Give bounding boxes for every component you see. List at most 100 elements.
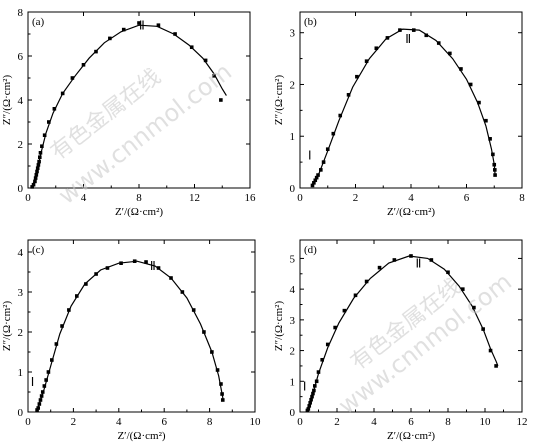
data-point [459, 67, 463, 71]
data-point [35, 408, 39, 412]
data-point [461, 287, 465, 291]
y-tick-label: 1 [290, 376, 296, 388]
data-point [46, 370, 51, 374]
fit-curve [306, 255, 499, 411]
y-tick-label: 2 [18, 139, 24, 151]
data-point [494, 364, 498, 368]
y-tick-label: 3 [18, 287, 24, 299]
x-tick-label: 0 [297, 192, 303, 204]
y-tick-label: 0 [18, 183, 24, 195]
data-point [321, 160, 326, 164]
panel-c: 0 2 4 6 8 10 0 1 2 3 4 Z′/(Ω·cm²) Z″/(Ω·cm²) (c) Ⅰ Ⅱ [1, 239, 261, 442]
data-point [35, 169, 39, 174]
y-tick-label: 8 [18, 7, 24, 19]
data-point [385, 36, 390, 40]
fit-curve [36, 260, 224, 411]
region-label: Ⅱ [139, 19, 145, 33]
x-tick-label: 4 [81, 192, 87, 204]
data-point [314, 175, 319, 180]
data-point [307, 404, 312, 408]
data-point [60, 324, 64, 328]
data-point [364, 59, 369, 63]
x-axis-label: Z′/(Ω·cm²) [115, 206, 163, 218]
data-point [94, 49, 98, 54]
data-point [105, 266, 110, 270]
data-point [446, 270, 450, 275]
x-tick-label: 2 [71, 416, 77, 428]
y-axis-label: Z″/(Ω·cm²) [273, 75, 285, 126]
y-tick-label: 2 [18, 327, 24, 339]
data-point [50, 358, 54, 362]
x-tick-label: 8 [136, 192, 142, 204]
data-point [121, 27, 126, 32]
panel-b: 0 2 4 6 8 0 1 2 3 Z′/(Ω·cm²) Z″/(Ω·cm²) (b) Ⅰ Ⅱ [273, 11, 525, 218]
data-point [220, 398, 225, 402]
data-point [492, 162, 497, 167]
panel-a: 0 4 8 12 16 0 2 4 6 8 Z′/(Ω·cm²) Z″/(Ω·cm²) (a) Ⅱ [1, 7, 256, 218]
y-tick-label: 4 [290, 284, 296, 296]
data-point [191, 308, 196, 312]
panel-label: (d) [304, 244, 317, 256]
data-point [374, 46, 379, 51]
data-point [468, 82, 473, 87]
data-point [35, 166, 40, 170]
data-point [173, 32, 177, 36]
region-label: Ⅰ [308, 149, 312, 163]
y-tick-label: 5 [290, 253, 296, 265]
y-tick-label: 6 [18, 51, 24, 63]
data-point [424, 33, 429, 38]
data-point [67, 308, 71, 312]
data-point [308, 400, 312, 405]
data-point [37, 159, 41, 164]
data-point [484, 118, 488, 123]
y-tick-label: 2 [290, 79, 296, 91]
data-point [47, 120, 51, 124]
data-point [156, 23, 161, 27]
x-tick-label: 4 [371, 416, 377, 428]
data-point [33, 176, 38, 180]
panel-label: (c) [32, 244, 45, 256]
x-tick-label: 12 [517, 416, 528, 428]
data-point [325, 147, 330, 151]
data-point [488, 348, 493, 353]
data-point [377, 265, 382, 270]
data-point [313, 178, 318, 183]
fit-curve [311, 28, 496, 186]
x-tick-label: 8 [445, 416, 451, 428]
data-point [491, 152, 495, 157]
panel-label: (b) [304, 16, 317, 28]
x-tick-label: 12 [189, 192, 200, 204]
data-point [108, 36, 112, 41]
data-point [314, 379, 319, 384]
data-point [42, 384, 47, 388]
data-point [156, 266, 161, 270]
data-point [39, 394, 44, 398]
y-axis-label: Z″/(Ω·cm²) [1, 301, 13, 352]
data-point [44, 378, 48, 382]
data-point [31, 182, 36, 187]
region-label: Ⅰ [303, 380, 307, 394]
data-point [36, 406, 41, 410]
y-tick-label: 0 [290, 183, 296, 195]
y-axis-label: Z″/(Ω·cm²) [273, 301, 285, 352]
data-point [364, 279, 369, 284]
data-point [398, 28, 402, 32]
region-label: Ⅱ [415, 257, 421, 271]
data-point [312, 181, 316, 185]
y-tick-label: 1 [290, 131, 296, 143]
data-point [353, 293, 358, 298]
data-point [333, 325, 337, 330]
data-point [488, 137, 492, 141]
data-point [436, 41, 441, 45]
data-point [429, 258, 434, 262]
data-point [316, 173, 320, 177]
x-tick-label: 0 [25, 416, 31, 428]
data-point [220, 392, 224, 396]
data-point [219, 382, 223, 386]
panel-label: (a) [32, 16, 45, 28]
y-tick-label: 0 [18, 407, 24, 419]
data-point [38, 398, 43, 402]
data-point [319, 168, 323, 172]
region-label: Ⅰ [31, 375, 35, 389]
